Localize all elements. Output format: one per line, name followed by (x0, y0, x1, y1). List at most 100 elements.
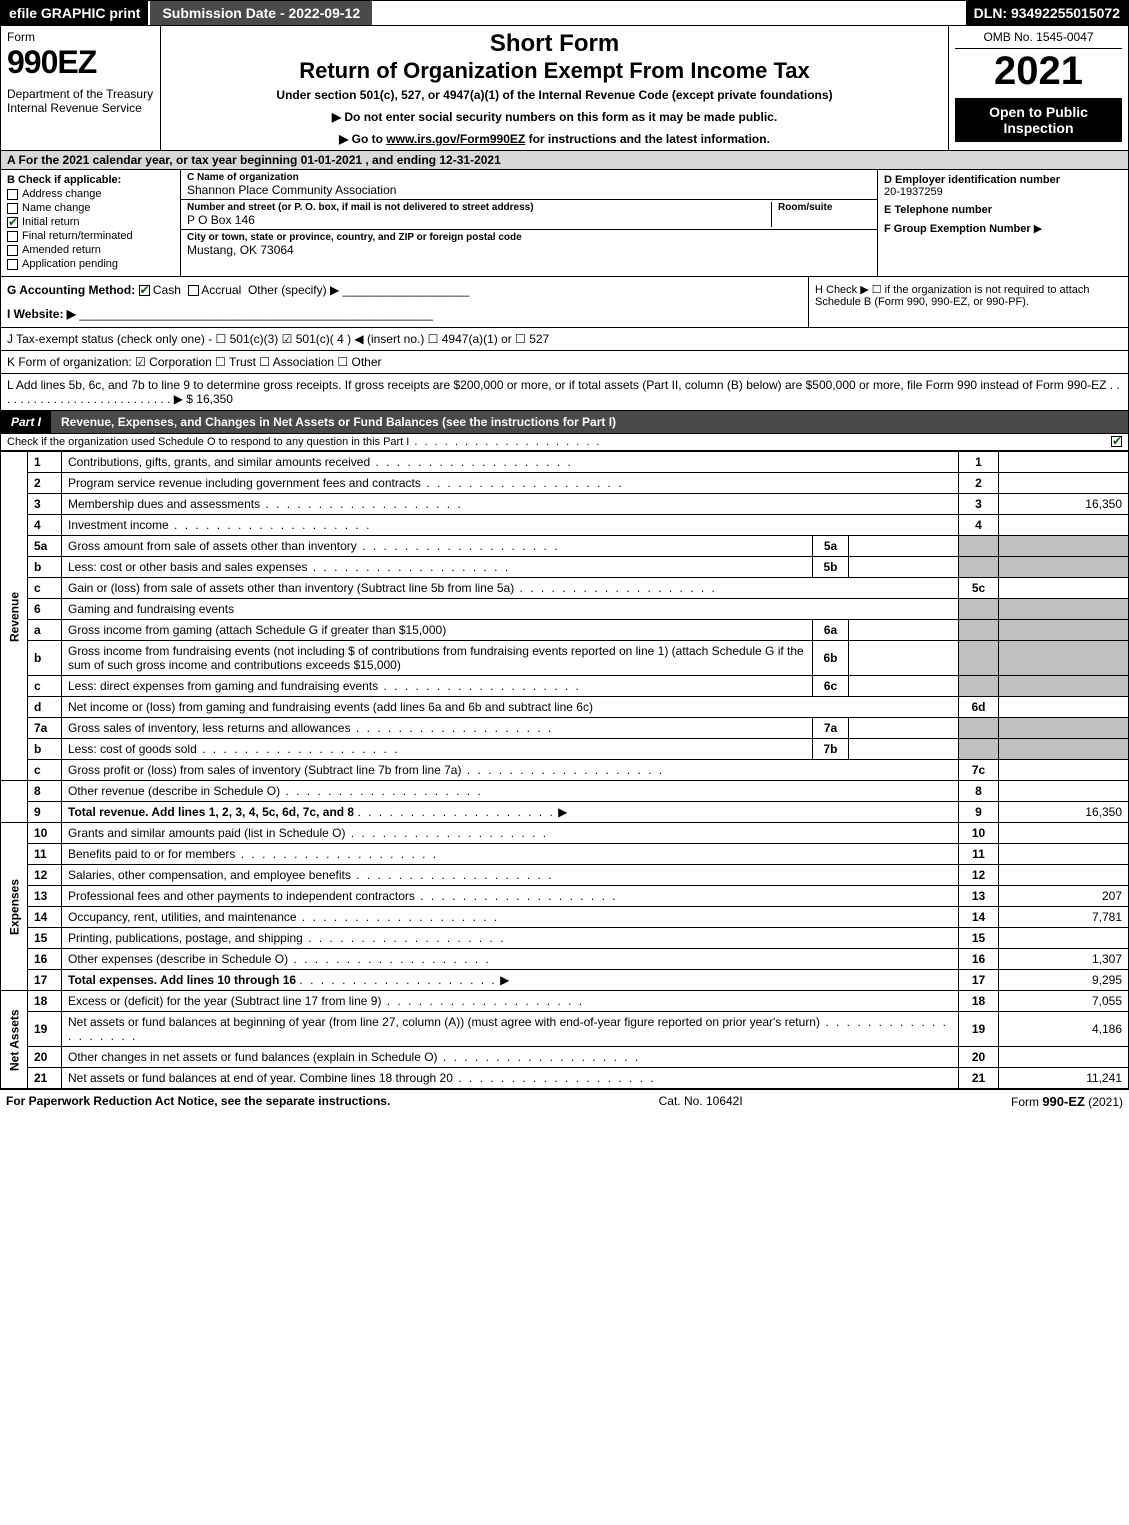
line-desc: Gross income from fundraising events (no… (62, 641, 813, 676)
line-desc: Investment income (62, 515, 959, 536)
line-no: 7a (28, 718, 62, 739)
check-application-pending[interactable]: Application pending (7, 258, 174, 270)
line-no: 14 (28, 907, 62, 928)
i-label: I Website: ▶ (7, 307, 76, 321)
line-amt (999, 578, 1129, 599)
line-amt-shade (999, 641, 1129, 676)
line-sub: 5a (813, 536, 849, 557)
check-amended-return[interactable]: Amended return (7, 244, 174, 256)
header-info: B Check if applicable: Address change Na… (0, 170, 1129, 277)
line-num: 21 (959, 1068, 999, 1089)
line-amt: 11,241 (999, 1068, 1129, 1089)
line-no: 8 (28, 781, 62, 802)
line-desc: Other changes in net assets or fund bala… (62, 1047, 959, 1068)
efile-print[interactable]: efile GRAPHIC print (1, 1, 148, 25)
line-amt-shade (999, 739, 1129, 760)
line-desc: Program service revenue including govern… (62, 473, 959, 494)
line-no: 11 (28, 844, 62, 865)
check-label: Initial return (22, 216, 79, 228)
line-num: 13 (959, 886, 999, 907)
line-num-shade (959, 599, 999, 620)
org-name: Shannon Place Community Association (187, 183, 871, 197)
line-no: 18 (28, 991, 62, 1012)
line-num-shade (959, 718, 999, 739)
h-text: H Check ▶ ☐ if the organization is not r… (815, 284, 1090, 308)
line-amt-shade (999, 676, 1129, 697)
line-num: 6d (959, 697, 999, 718)
line-desc: Net assets or fund balances at beginning… (62, 1012, 959, 1047)
k-text: K Form of organization: ☑ Corporation ☐ … (7, 355, 382, 369)
line-amt-shade (999, 718, 1129, 739)
line-num-shade (959, 676, 999, 697)
line-no: 10 (28, 823, 62, 844)
street: P O Box 146 (187, 213, 771, 227)
line-desc: Total expenses. Add lines 10 through 16 … (62, 970, 959, 991)
line-num-shade (959, 536, 999, 557)
footer: For Paperwork Reduction Act Notice, see … (0, 1089, 1129, 1113)
irs-link[interactable]: www.irs.gov/Form990EZ (386, 132, 525, 146)
check-final-return[interactable]: Final return/terminated (7, 230, 174, 242)
group-arrow: ▶ (1034, 223, 1042, 235)
check-address-change[interactable]: Address change (7, 188, 174, 200)
line-amt: 16,350 (999, 494, 1129, 515)
checkbox-icon (7, 189, 18, 200)
line-subval (849, 641, 959, 676)
line-desc: Less: cost of goods sold (62, 739, 813, 760)
line-amt (999, 865, 1129, 886)
netassets-vlabel: Net Assets (1, 991, 28, 1089)
line-num: 11 (959, 844, 999, 865)
submission-date: Submission Date - 2022-09-12 (148, 1, 372, 25)
g-cash: Cash (153, 283, 181, 297)
line-no: 1 (28, 452, 62, 473)
line-num: 4 (959, 515, 999, 536)
line-no: 3 (28, 494, 62, 515)
line-no: a (28, 620, 62, 641)
checkbox-cash-icon (139, 285, 150, 296)
line-num: 19 (959, 1012, 999, 1047)
line-desc: Membership dues and assessments (62, 494, 959, 515)
section-j: J Tax-exempt status (check only one) - ☐… (0, 328, 1129, 351)
line-num: 7c (959, 760, 999, 781)
line-num: 18 (959, 991, 999, 1012)
return-title: Return of Organization Exempt From Incom… (167, 58, 942, 84)
topbar: efile GRAPHIC print Submission Date - 20… (0, 0, 1129, 26)
section-b: B Check if applicable: Address change Na… (1, 170, 181, 276)
instr2-post: for instructions and the latest informat… (525, 132, 770, 146)
footer-right-pre: Form (1011, 1095, 1042, 1109)
section-b-title: B Check if applicable: (7, 174, 174, 186)
line-subval (849, 739, 959, 760)
city: Mustang, OK 73064 (187, 243, 871, 257)
instr2-pre: ▶ Go to (339, 132, 386, 146)
part1-title: Revenue, Expenses, and Changes in Net As… (51, 411, 1128, 433)
line-subval (849, 557, 959, 578)
checkbox-accrual-icon (188, 285, 199, 296)
section-g: G Accounting Method: Cash Accrual Other … (7, 283, 802, 297)
line-desc: Gross profit or (loss) from sales of inv… (62, 760, 959, 781)
line-no: 12 (28, 865, 62, 886)
line-sub: 7b (813, 739, 849, 760)
line-desc: Less: cost or other basis and sales expe… (62, 557, 813, 578)
line-desc: Printing, publications, postage, and shi… (62, 928, 959, 949)
g-accrual: Accrual (201, 283, 241, 297)
line-no: b (28, 739, 62, 760)
line-amt (999, 452, 1129, 473)
line-amt (999, 823, 1129, 844)
line-desc-bold: Total expenses. Add lines 10 through 16 (68, 973, 296, 987)
footer-right-post: (2021) (1085, 1095, 1123, 1109)
part1-sub-text: Check if the organization used Schedule … (7, 436, 602, 448)
line-subval (849, 676, 959, 697)
line-num-shade (959, 620, 999, 641)
line-desc: Salaries, other compensation, and employ… (62, 865, 959, 886)
check-name-change[interactable]: Name change (7, 202, 174, 214)
line-amt-shade (999, 536, 1129, 557)
line-desc: Contributions, gifts, grants, and simila… (62, 452, 959, 473)
line-num: 12 (959, 865, 999, 886)
line-no: 13 (28, 886, 62, 907)
lines-table: Revenue 1 Contributions, gifts, grants, … (0, 451, 1129, 1089)
line-no: d (28, 697, 62, 718)
footer-right-bold: 990-EZ (1042, 1094, 1085, 1109)
instruction-link: ▶ Go to www.irs.gov/Form990EZ for instru… (167, 132, 942, 146)
line-amt: 9,295 (999, 970, 1129, 991)
check-initial-return[interactable]: Initial return (7, 216, 174, 228)
revenue-vlabel-cont (1, 781, 28, 823)
